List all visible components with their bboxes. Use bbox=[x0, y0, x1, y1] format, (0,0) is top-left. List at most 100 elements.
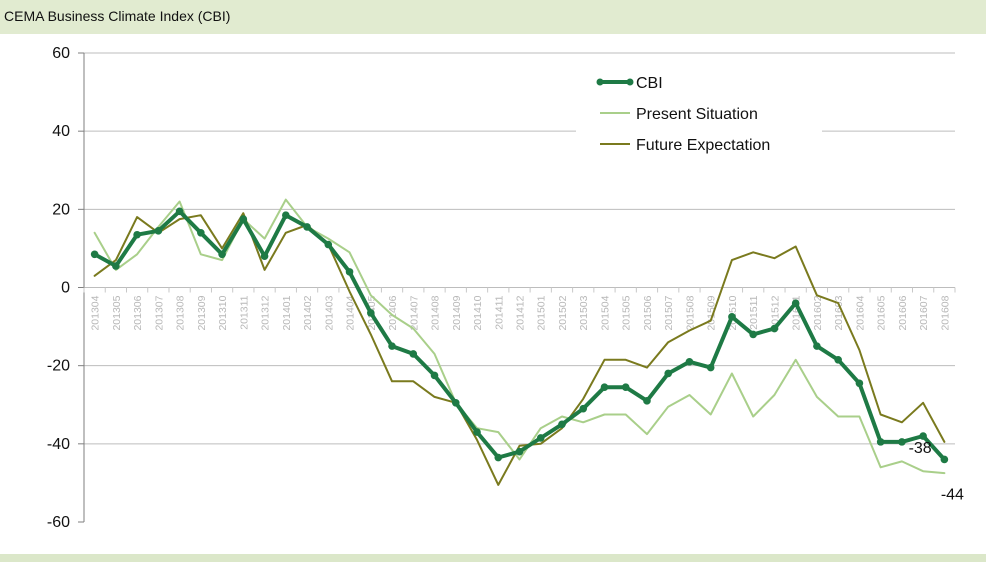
cbi-point bbox=[197, 228, 205, 237]
cbi-point bbox=[112, 262, 120, 270]
x-tick-label: 201506 bbox=[642, 295, 654, 330]
data-label: -44 bbox=[941, 486, 964, 503]
bottom-border bbox=[0, 554, 986, 562]
cbi-point bbox=[791, 299, 800, 307]
x-tick-label: 201604 bbox=[854, 295, 866, 330]
x-tick-label: 201501 bbox=[536, 295, 548, 330]
cbi-point bbox=[706, 363, 715, 372]
x-tick-label: 201410 bbox=[472, 295, 484, 330]
x-tick-label: 201312 bbox=[260, 295, 272, 330]
x-tick-label: 201502 bbox=[557, 295, 569, 330]
cbi-point bbox=[239, 215, 248, 223]
x-tick-label: 201309 bbox=[196, 295, 208, 330]
x-tick-label: 201406 bbox=[387, 295, 399, 330]
legend-label: Future Expectation bbox=[636, 137, 770, 154]
data-label: -38 bbox=[909, 440, 932, 457]
cbi-point bbox=[876, 438, 885, 446]
x-tick-label: 201505 bbox=[621, 295, 633, 330]
cbi-point bbox=[409, 350, 418, 358]
x-tick-label: 201307 bbox=[153, 295, 165, 330]
cbi-point bbox=[600, 383, 609, 391]
y-tick-label: 60 bbox=[52, 45, 70, 62]
cbi-point bbox=[494, 453, 503, 462]
gridlines bbox=[84, 52, 955, 445]
x-tick-label: 201408 bbox=[430, 295, 442, 330]
cbi-point bbox=[685, 357, 694, 366]
cbi-point bbox=[898, 438, 906, 446]
x-tick-label: 201403 bbox=[323, 295, 335, 330]
legend-marker bbox=[596, 78, 604, 86]
x-tick-label: 201503 bbox=[578, 295, 590, 330]
series-line-future-expectation bbox=[93, 212, 946, 486]
x-axis-ticks: 201304 201305 201306 201307 201308 201309 2013… bbox=[90, 295, 952, 330]
y-tick-label: -60 bbox=[47, 514, 70, 531]
cbi-point bbox=[813, 342, 821, 350]
cbi-point bbox=[749, 330, 757, 339]
x-tick-label: 201605 bbox=[876, 295, 888, 330]
cbi-point bbox=[133, 230, 141, 239]
x-tick-label: 201508 bbox=[684, 295, 696, 330]
x-tick-label: 201509 bbox=[706, 295, 718, 330]
y-tick-label: -20 bbox=[47, 358, 70, 375]
cbi-point bbox=[90, 250, 99, 259]
cbi-point bbox=[515, 447, 524, 456]
x-tick-label: 201404 bbox=[345, 295, 357, 330]
legend-marker bbox=[626, 78, 634, 86]
cbi-point bbox=[770, 324, 779, 333]
cbi-point bbox=[260, 252, 269, 261]
cbi-point bbox=[834, 356, 842, 364]
x-tick-label: 201602 bbox=[812, 295, 824, 330]
cbi-point bbox=[643, 397, 651, 405]
cbi-point bbox=[282, 211, 290, 219]
y-tick-label: 0 bbox=[61, 280, 70, 297]
y-tick-label: 40 bbox=[52, 123, 70, 140]
cbi-point bbox=[536, 434, 545, 442]
x-tick-label: 201310 bbox=[217, 295, 229, 330]
x-tick-label: 201607 bbox=[918, 295, 930, 330]
x-tick-label: 201407 bbox=[408, 295, 420, 330]
cbi-point bbox=[430, 371, 439, 380]
cbi-point bbox=[473, 428, 481, 436]
cbi-point bbox=[940, 455, 949, 464]
cbi-point bbox=[366, 309, 375, 317]
x-tick-label: 201603 bbox=[833, 295, 845, 330]
cbi-point bbox=[579, 404, 588, 413]
x-tick-label: 201507 bbox=[663, 295, 675, 330]
chart-title: CEMA Business Climate Index (CBI) bbox=[0, 0, 986, 34]
cbi-point bbox=[664, 369, 673, 378]
x-tick-label: 201402 bbox=[302, 295, 314, 330]
cbi-point bbox=[388, 342, 396, 350]
data-labels: -38 -44 bbox=[909, 440, 964, 503]
y-tick-label: 20 bbox=[52, 201, 70, 218]
cbi-point bbox=[621, 383, 630, 391]
cbi-point bbox=[558, 420, 566, 429]
cbi-point bbox=[728, 313, 736, 321]
cbi-point bbox=[303, 223, 311, 231]
x-tick-label: 201304 bbox=[90, 295, 102, 330]
cbi-point bbox=[154, 227, 163, 235]
x-tick-label: 201412 bbox=[515, 295, 527, 330]
x-tick-label: 201409 bbox=[451, 295, 463, 330]
cbi-point bbox=[451, 398, 460, 407]
series-lines bbox=[90, 198, 949, 486]
x-tick-label: 201401 bbox=[281, 295, 293, 330]
x-tick-label: 201305 bbox=[111, 295, 123, 330]
x-tick-label: 201306 bbox=[132, 295, 144, 330]
legend-label: CBI bbox=[636, 75, 663, 92]
legend-label: Present Situation bbox=[636, 106, 758, 123]
x-tick-label: 201504 bbox=[599, 295, 611, 330]
x-tick-label: 201308 bbox=[175, 295, 187, 330]
series-line-present-situation bbox=[93, 198, 946, 475]
legend: CBI Present Situation Future Expectation bbox=[576, 62, 822, 164]
cbi-point bbox=[345, 268, 354, 276]
x-tick-label: 201311 bbox=[238, 295, 250, 329]
cbi-point bbox=[324, 240, 333, 249]
axes bbox=[78, 52, 956, 523]
y-axis-ticks: -60 -40 -20 0 20 40 60 bbox=[47, 45, 70, 531]
x-tick-label: 201511 bbox=[748, 295, 760, 329]
x-tick-label: 201411 bbox=[493, 295, 505, 329]
cbi-point bbox=[919, 432, 927, 440]
x-tick-label: 201606 bbox=[897, 295, 909, 330]
y-tick-label: -40 bbox=[47, 436, 70, 453]
cbi-point bbox=[218, 250, 226, 259]
